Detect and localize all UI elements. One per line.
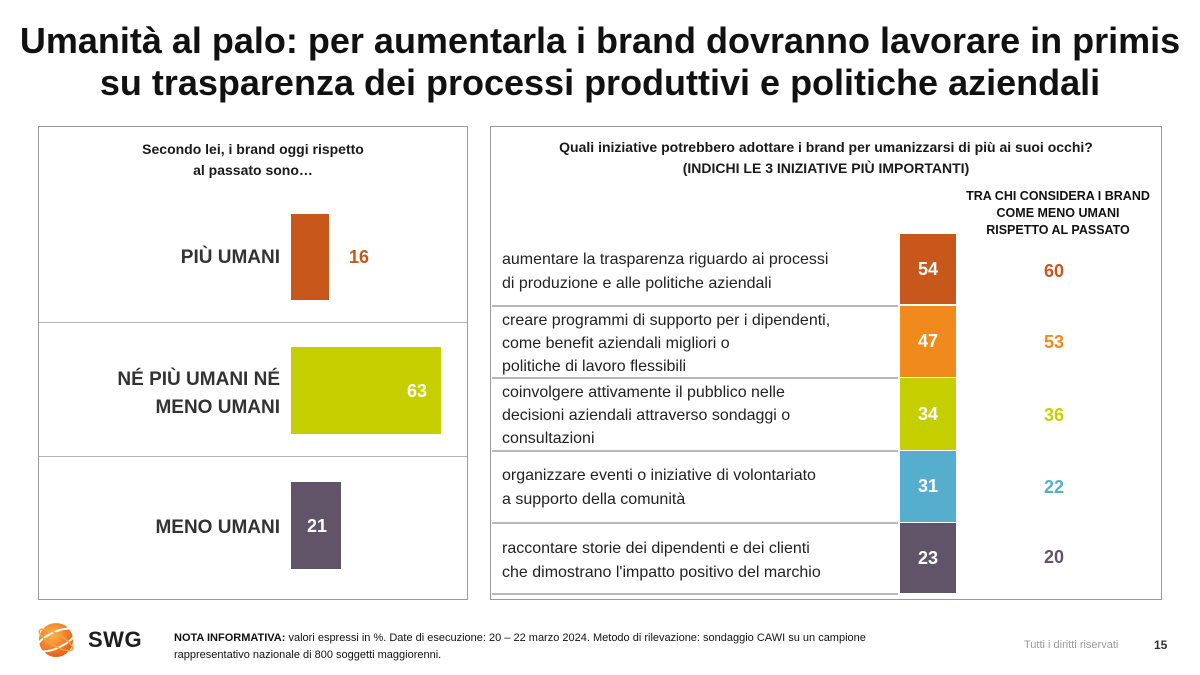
initiative-bar-value: 31	[917, 476, 939, 496]
initiative-bar-value: 34	[917, 403, 939, 424]
initiative-label-line: decisioni aziendali attraverso sondaggi …	[502, 407, 791, 424]
initiative-label-line: che dimostrano l'impatto positivo del ma…	[502, 564, 821, 581]
left-bar-ne-piu-ne-meno	[291, 347, 441, 434]
initiative-bar-value: 23	[917, 547, 939, 568]
initiative-bar: 47	[900, 306, 956, 377]
row-divider	[492, 377, 898, 379]
subgroup-heading-line: TRA CHI CONSIDERA I BRAND	[966, 189, 1150, 203]
left-category-label-line: MENO UMANI	[155, 397, 280, 418]
left-chart-title: Secondo lei, i brand oggi rispetto al pa…	[39, 139, 467, 181]
left-category-label: PIÙ UMANI	[60, 244, 280, 272]
initiative-label-line: politiche di lavoro flessibili	[502, 358, 687, 375]
left-category-label: MENO UMANI	[60, 514, 280, 542]
footer-note: NOTA INFORMATIVA: valori espressi in %. …	[174, 630, 974, 664]
initiative-label-line: coinvolgere attivamente il pubblico nell…	[502, 384, 785, 401]
note-label: NOTA INFORMATIVA:	[174, 632, 286, 644]
initiative-label: raccontare storie dei dipendenti e dei c…	[502, 537, 892, 585]
initiative-label-line: organizzare eventi o iniziative di volon…	[502, 467, 816, 484]
initiative-bar-value: 54	[917, 258, 939, 279]
page-number: 15	[1154, 638, 1168, 652]
initiative-bar: 23	[900, 523, 956, 593]
right-chart-title-line-1: Quali iniziative potrebbero adottare i b…	[559, 139, 1093, 155]
note-text: valori espressi in %. Date di esecuzione…	[285, 632, 866, 644]
row-divider	[492, 593, 898, 595]
subgroup-value: 20	[1043, 547, 1065, 567]
row-divider	[492, 522, 898, 524]
initiative-bar: 54	[900, 234, 956, 304]
initiative-bar: 31	[900, 451, 956, 522]
left-category-label-line: NÉ PIÙ UMANI NÉ	[117, 369, 280, 390]
note-text-line-2: rappresentativo nazionale di 800 soggett…	[174, 649, 442, 661]
subgroup-value: 22	[1043, 477, 1065, 497]
left-category-label-line: PIÙ UMANI	[180, 247, 280, 268]
initiative-label: aumentare la trasparenza riguardo ai pro…	[502, 248, 892, 296]
subgroup-value: 53	[1043, 332, 1065, 352]
right-chart-title: Quali iniziative potrebbero adottare i b…	[491, 137, 1161, 179]
left-chart-title-line-2: al passato sono…	[193, 162, 313, 178]
initiative-label-line: consultazioni	[502, 430, 595, 447]
title-line-2: su trasparenza dei processi produttivi e…	[99, 62, 1101, 103]
rights-text: Tutti i diritti riservati	[1024, 639, 1119, 651]
initiative-bar: 34	[900, 378, 956, 450]
left-bar-value-label: 21	[307, 515, 328, 536]
row-divider	[492, 450, 898, 452]
subgroup-value: 60	[1043, 261, 1065, 281]
initiative-label-line: creare programmi di supporto per i dipen…	[502, 312, 831, 329]
initiative-bar-value: 47	[917, 331, 939, 351]
subgroup-heading: TRA CHI CONSIDERA I BRAND COME MENO UMAN…	[958, 188, 1158, 239]
left-bar-value-label: 63	[407, 380, 428, 401]
left-divider-2	[39, 456, 467, 457]
left-divider-1	[39, 322, 467, 323]
initiative-label: organizzare eventi o iniziative di volon…	[502, 464, 892, 512]
row-divider	[492, 305, 898, 307]
initiative-label-line: come benefit aziendali migliori o	[502, 335, 730, 352]
initiative-label-line: a supporto della comunità	[502, 491, 686, 508]
initiative-label-line: raccontare storie dei dipendenti e dei c…	[502, 540, 810, 557]
subgroup-value: 36	[1043, 405, 1065, 425]
initiative-label-line: aumentare la trasparenza riguardo ai pro…	[502, 251, 829, 268]
subgroup-heading-line: RISPETTO AL PASSATO	[986, 223, 1130, 237]
left-bar-piu-umani	[291, 214, 329, 300]
swg-logo-text: SWG	[88, 627, 143, 652]
initiative-label: creare programmi di supporto per i dipen…	[502, 309, 892, 378]
initiative-label-line: di produzione e alle politiche aziendali	[502, 275, 772, 292]
right-chart-panel: Quali iniziative potrebbero adottare i b…	[490, 126, 1162, 600]
subgroup-heading-line: COME MENO UMANI	[996, 206, 1120, 220]
left-bar-value-label: 16	[349, 247, 370, 267]
left-bar-meno-umani	[291, 482, 341, 569]
title-line-1: Umanità al palo: per aumentarla i brand …	[19, 20, 1181, 61]
initiative-label: coinvolgere attivamente il pubblico nell…	[502, 381, 892, 450]
swg-globe-icon	[35, 623, 77, 657]
left-category-label: NÉ PIÙ UMANI NÉ MENO UMANI	[60, 366, 280, 422]
right-chart-title-line-2: (INDICHI LE 3 INIZIATIVE PIÙ IMPORTANTI)	[682, 160, 970, 176]
left-chart-panel: Secondo lei, i brand oggi rispetto al pa…	[38, 126, 468, 600]
left-chart-title-line-1: Secondo lei, i brand oggi rispetto	[142, 141, 364, 157]
page-title: Umanità al palo: per aumentarla i brand …	[0, 20, 1200, 104]
left-category-label-line: MENO UMANI	[155, 517, 280, 538]
